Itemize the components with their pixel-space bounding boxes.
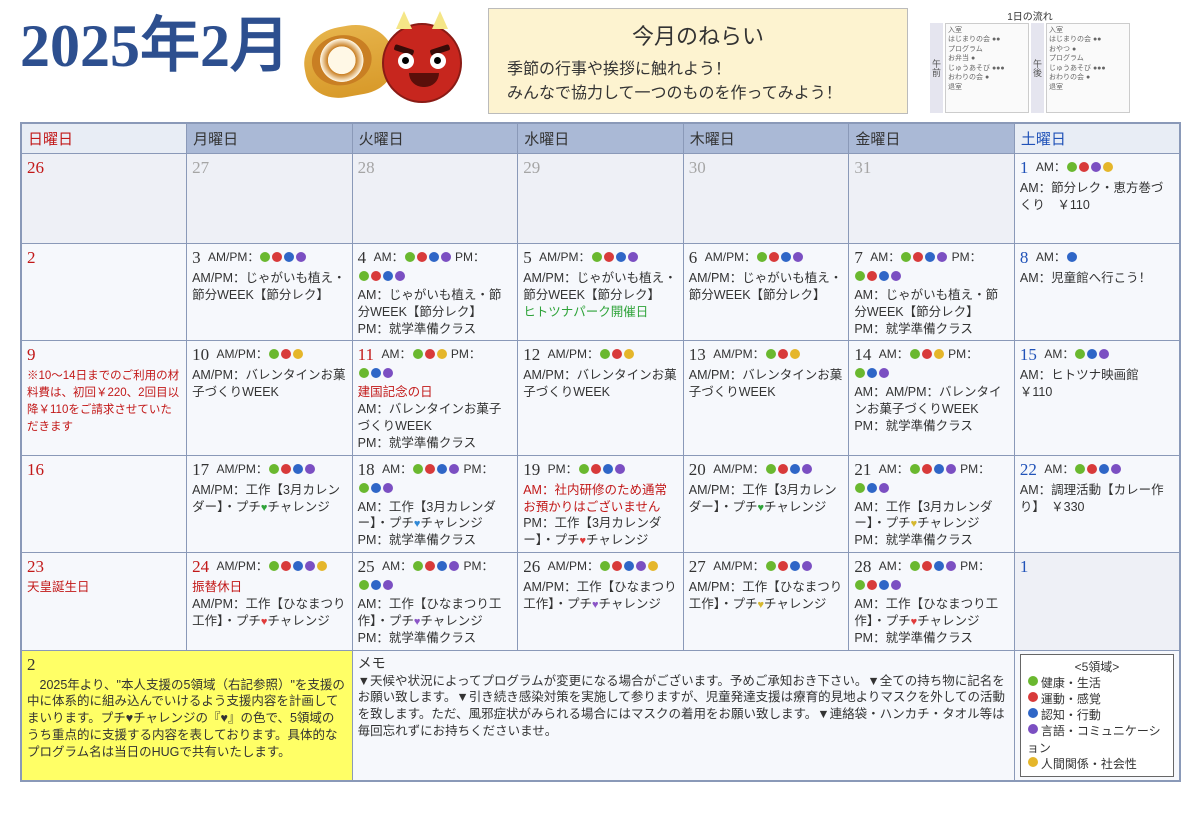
footer-memo: メモ ▼天候や状況によってプログラムが変更になる場合がございます。予めご承知おき… [352,650,1014,781]
day-9: 9※10～14日までのご利用の材料費は、初回￥220、2回目以降￥110をご請求… [21,341,187,455]
day-17: 17 AM/PM：AM/PM：工作【3月カレンダー】・プチ♥チャレンジ [187,455,353,552]
prev-30: 30 [683,154,849,244]
day-5: 5 AM/PM：AM/PM：じゃがいも植え・節分WEEK【節分レク】ヒトツナパー… [518,244,684,341]
day-15: 15 AM：AM：ヒトツナ映画館 ￥110 [1014,341,1180,455]
legend: <5領域>健康・生活運動・感覚認知・行動言語・コミュニケーション人間関係・社会性 [1014,650,1180,781]
day-10: 10 AM/PM：AM/PM：バレンタインお菓子づくりWEEK [187,341,353,455]
day-22: 22 AM：AM：調理活動【カレー作り】 ￥330 [1014,455,1180,552]
day-1: 1 AM：AM：節分レク・恵方巻づくり ￥110 [1014,154,1180,244]
prev-27: 27 [187,154,353,244]
calendar-table: 日曜日 月曜日 火曜日 水曜日 木曜日 金曜日 土曜日 26 27 28 29 … [20,122,1181,782]
day-4: 4 AM： PM：AM：じゃがいも植え・節分WEEK【節分レク】PM：就学準備ク… [352,244,518,341]
flow-heading: 1日の流れ [940,8,1120,23]
next-1: 1 [1014,553,1180,650]
day-19: 19 PM：AM：社内研修のため通常お預かりはございませんPM：工作【3月カレン… [518,455,684,552]
daily-flow: 1日の流れ 午前 入室はじまりの会 ●●プログラムお弁当 ●じゅうあそび ●●●… [930,8,1130,113]
day-13: 13 AM/PM：AM/PM：バレンタインお菓子づくりWEEK [683,341,849,455]
goals-line1: 季節の行事や挨拶に触れよう！ [507,55,889,79]
prev-26: 26 [21,154,187,244]
day-24: 24 AM/PM：振替休日AM/PM：工作【ひなまつり工作】・プチ♥チャレンジ [187,553,353,650]
page-title: 2025年2月 [20,8,290,76]
prev-31: 31 [849,154,1015,244]
goals-heading: 今月のねらい [507,19,889,51]
day-27: 27 AM/PM：AM/PM：工作【ひなまつり工作】・プチ♥チャレンジ [683,553,849,650]
header: 2025年2月 今月のねらい 季節の行事や挨拶に触れよう！ みんなで協力して一つ… [20,8,1181,114]
day-11: 11 AM： PM：建国記念の日AM：バレンタインお菓子づくりWEEKPM：就学… [352,341,518,455]
prev-29: 29 [518,154,684,244]
day-28: 28 AM： PM：AM：工作【ひなまつり工作】・プチ♥チャレンジPM：就学準備… [849,553,1015,650]
day-21: 21 AM： PM：AM：工作【3月カレンダー】・プチ♥チャレンジPM：就学準備… [849,455,1015,552]
day-14: 14 AM： PM：AM：AM/PM：バレンタインお菓子づくりWEEKPM：就学… [849,341,1015,455]
day-18: 18 AM： PM：AM：工作【3月カレンダー】・プチ♥チャレンジPM：就学準備… [352,455,518,552]
day-3: 3 AM/PM：AM/PM：じゃがいも植え・節分WEEK【節分レク】 [187,244,353,341]
day-23: 23天皇誕生日 [21,553,187,650]
day-16: 16 [21,455,187,552]
flow-am: 入室はじまりの会 ●●プログラムお弁当 ●じゅうあそび ●●●おわりの会 ●退室 [945,23,1029,113]
day-20: 20 AM/PM：AM/PM：工作【3月カレンダー】・プチ♥チャレンジ [683,455,849,552]
seasonal-illustration [304,8,474,108]
day-26: 26 AM/PM：AM/PM：工作【ひなまつり工作】・プチ♥チャレンジ [518,553,684,650]
goals-line2: みんなで協力して一つのものを作ってみよう！ [507,79,889,103]
day-8: 8 AM：AM：児童館へ行こう！ [1014,244,1180,341]
day-2: 2 [21,244,187,341]
day-25: 25 AM： PM：AM：工作【ひなまつり工作】・プチ♥チャレンジPM：就学準備… [352,553,518,650]
day-7: 7 AM： PM：AM：じゃがいも植え・節分WEEK【節分レク】PM：就学準備ク… [849,244,1015,341]
goals-panel: 今月のねらい 季節の行事や挨拶に触れよう！ みんなで協力して一つのものを作ってみ… [488,8,908,114]
prev-28: 28 [352,154,518,244]
footer-notice: 2 2025年より、"本人支援の5領域（右記参照）"を支援の中に体系的に組み込ん… [21,650,352,781]
day-6: 6 AM/PM：AM/PM：じゃがいも植え・節分WEEK【節分レク】 [683,244,849,341]
day-12: 12 AM/PM：AM/PM：バレンタインお菓子づくりWEEK [518,341,684,455]
flow-pm: 入室はじまりの会 ●●おやつ ●プログラムじゅうあそび ●●●おわりの会 ●退室 [1046,23,1130,113]
weekday-header-row: 日曜日 月曜日 火曜日 水曜日 木曜日 金曜日 土曜日 [21,123,1180,154]
